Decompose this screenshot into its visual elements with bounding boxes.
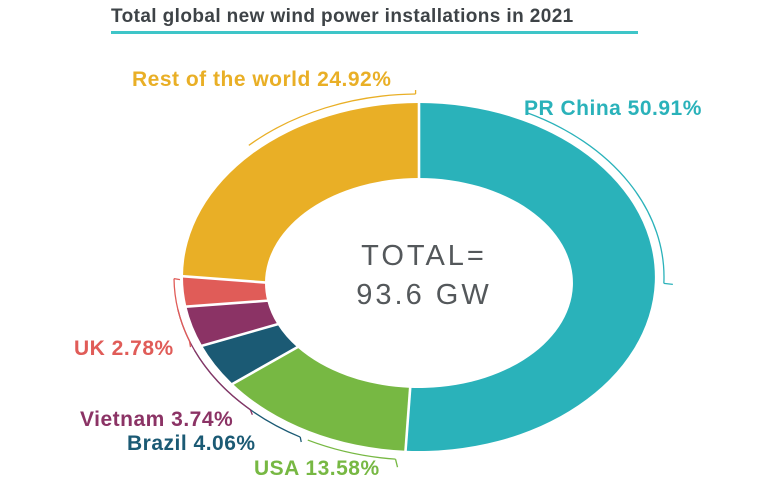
segment-uk [182, 276, 268, 307]
segment-separator [404, 386, 412, 452]
callout-label-usa: USA 13.58% [254, 457, 380, 480]
segment-pr-china [405, 103, 655, 451]
callout-tick-pr-china [663, 282, 673, 286]
segment-rest-of-the-world [183, 103, 419, 283]
callout-label-uk: UK 2.78% [74, 337, 174, 360]
callout-arc-pr-china [526, 111, 665, 284]
segment-separator [185, 299, 269, 308]
callout-label-vietnam: Vietnam 3.74% [80, 408, 234, 431]
callout-label-rest-of-the-world: Rest of the world 24.92% [132, 68, 392, 91]
title-underline [111, 31, 638, 34]
donut-center-total-label: TOTAL= [361, 240, 487, 272]
callout-tick-usa [394, 459, 399, 468]
segment-vietnam [186, 300, 278, 346]
segment-usa [232, 347, 411, 451]
callout-label-brazil: Brazil 4.06% [127, 432, 256, 455]
callout-tick-uk [188, 340, 192, 348]
chart-title: Total global new wind power installation… [111, 6, 574, 27]
callout-arc-rest-of-the-world [248, 93, 416, 146]
callout-tick-vietnam [249, 409, 253, 415]
segment-separator [200, 322, 279, 348]
callout-label-pr-china: PR China 50.91% [524, 97, 702, 120]
callout-tick-uk [173, 277, 181, 281]
segment-separator [231, 345, 299, 386]
donut-center-total-value: 93.6 GW [356, 279, 492, 311]
callout-arc-uk [173, 278, 191, 342]
segment-separator [181, 274, 267, 284]
callout-tick-brazil [299, 436, 302, 443]
callout-arc-usa [307, 439, 396, 460]
